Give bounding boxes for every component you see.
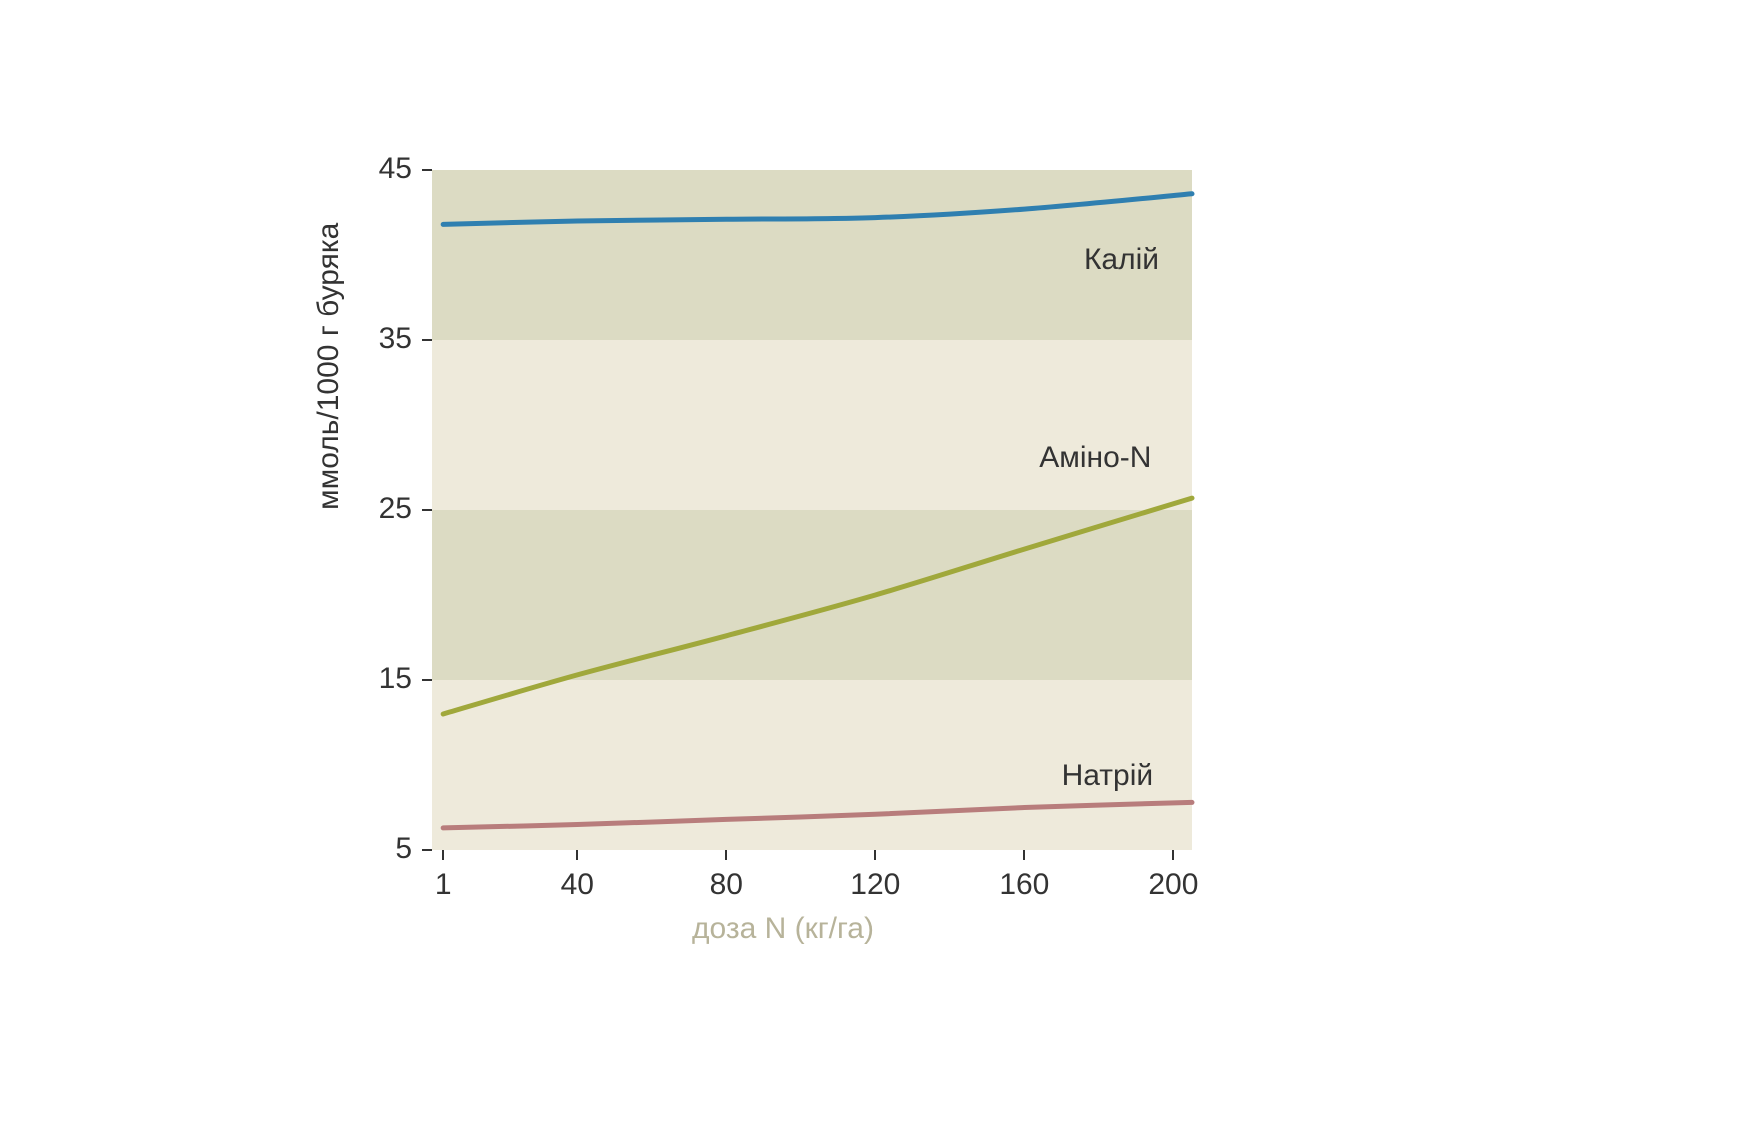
x-tick-mark: [874, 850, 876, 860]
series-line: [443, 194, 1192, 225]
x-axis-label: доза N (кг/га): [692, 912, 874, 946]
y-tick-mark: [422, 169, 432, 171]
y-tick-mark: [422, 339, 432, 341]
series-label: Натрій: [1062, 759, 1154, 793]
y-tick-mark: [422, 679, 432, 681]
x-tick-label: 80: [686, 868, 766, 902]
series-line: [443, 498, 1192, 714]
y-tick-label: 45: [352, 152, 412, 186]
y-tick-label: 15: [352, 662, 412, 696]
x-tick-mark: [1172, 850, 1174, 860]
x-tick-label: 120: [835, 868, 915, 902]
x-tick-mark: [576, 850, 578, 860]
y-tick-label: 5: [352, 832, 412, 866]
series-line: [443, 802, 1192, 828]
line-chart: 51525354514080120160200доза N (кг/га)ммо…: [432, 170, 1192, 850]
x-tick-mark: [442, 850, 444, 860]
x-tick-mark: [725, 850, 727, 860]
x-tick-label: 40: [537, 868, 617, 902]
series-lines: [432, 170, 1192, 850]
x-tick-label: 200: [1133, 868, 1213, 902]
y-tick-label: 35: [352, 322, 412, 356]
x-tick-mark: [1023, 850, 1025, 860]
series-label: Аміно-N: [1039, 441, 1151, 475]
series-label: Калій: [1084, 243, 1159, 277]
y-tick-label: 25: [352, 492, 412, 526]
y-tick-mark: [422, 849, 432, 851]
y-tick-mark: [422, 509, 432, 511]
x-tick-label: 1: [403, 868, 483, 902]
x-tick-label: 160: [984, 868, 1064, 902]
y-axis-label: ммоль/1000 г буряка: [312, 223, 346, 510]
